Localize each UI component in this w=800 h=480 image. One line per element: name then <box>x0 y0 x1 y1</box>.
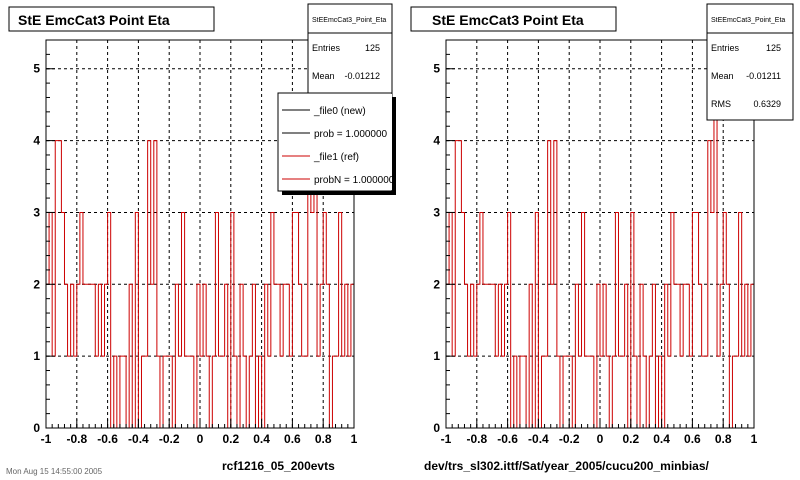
y-tick-label: 3 <box>33 205 40 219</box>
panel-left: StE EmcCat3 Point Eta -1 -0.8 -0.6 -0.4 -0.2… <box>8 3 396 473</box>
stats-rms-label: RMS <box>711 99 731 109</box>
stats-entries-label: Entries <box>711 43 740 53</box>
stats-frame <box>307 3 393 105</box>
y-tick-label: 0 <box>433 421 440 435</box>
stats-entries-value: 125 <box>365 43 380 53</box>
y-tick-label: 2 <box>33 277 40 291</box>
x-tick-label: -1 <box>41 432 52 446</box>
stats-mean-label: Mean <box>312 71 335 81</box>
x-tick-label: 1 <box>351 432 358 446</box>
legend-entry: _file1 (ref) <box>282 152 359 163</box>
x-tick-label: 0.4 <box>653 432 670 446</box>
legend-entry: probN = 1.000000 <box>282 175 395 186</box>
stats-name: StEEmcCat3_Point_Eta <box>711 17 785 24</box>
y-tick-label: 5 <box>433 62 440 76</box>
footer-timestamp: Mon Aug 15 14:55:00 2005 <box>6 467 103 476</box>
y-tick-label: 0 <box>33 421 40 435</box>
y-tick-label: 3 <box>433 205 440 219</box>
x-tick-label: 0.8 <box>315 432 332 446</box>
y-tick-label: 1 <box>433 349 440 363</box>
x-tick-label: 0.6 <box>684 432 701 446</box>
stats-mean-value: -0.01211 <box>746 71 781 81</box>
x-tick-label: 0.8 <box>715 432 732 446</box>
legend-entry: prob = 1.000000 <box>282 129 388 140</box>
y-tick-label: 2 <box>433 277 440 291</box>
chart-title-box <box>410 6 617 32</box>
x-tick-label: -0.2 <box>559 432 580 446</box>
histogram-series <box>46 68 354 429</box>
stats-name: StEEmcCat3_Point_Eta <box>312 17 386 24</box>
stats-frame <box>706 3 794 121</box>
y-tick-label: 4 <box>33 134 40 148</box>
x-tick-label: -0.2 <box>159 432 180 446</box>
stats-box: StEEmcCat3_Point_Eta Entries 125 Mean -0… <box>706 3 794 121</box>
plot-area: -1 -0.8 -0.6 -0.4 -0.2 0 0.2 0.4 0.6 0.8 1 0 1 2 3 4 5 <box>33 39 358 446</box>
x-tick-label: 0.2 <box>622 432 639 446</box>
x-tick-label: 0.4 <box>253 432 270 446</box>
stats-mean-label: Mean <box>711 71 734 81</box>
panel-right: StE EmcCat3 Point Eta -1 -0.8 -0.6 -0.4 -0.2… <box>410 3 794 473</box>
plot-area: -1 -0.8 -0.6 -0.4 -0.2 0 0.2 0.4 0.6 0.8 1 0 1 2 3 4 5 <box>433 39 758 446</box>
y-tick-label: 4 <box>433 134 440 148</box>
stats-mean-value: -0.01212 <box>344 71 380 81</box>
histogram-series <box>446 68 754 429</box>
x-tick-label: -0.8 <box>466 432 487 446</box>
y-tick-label: 1 <box>33 349 40 363</box>
x-tick-label: 0.2 <box>222 432 239 446</box>
stats-box: StEEmcCat3_Point_Eta Entries 125 Mean -0… <box>307 3 393 105</box>
y-tick-label: 5 <box>33 62 40 76</box>
caption: rcf1216_05_200evts <box>222 459 335 473</box>
caption: dev/trs_sl302.ittf/Sat/year_2005/cucu200… <box>424 459 709 473</box>
chart-title: StE EmcCat3 Point Eta <box>432 12 584 28</box>
legend: _file0 (new) prob = 1.000000 _file1 (ref… <box>277 92 396 195</box>
chart-title: StE EmcCat3 Point Eta <box>18 12 170 28</box>
x-tick-label: -0.6 <box>97 432 118 446</box>
x-tick-label: -0.4 <box>128 432 149 446</box>
x-tick-label: -0.4 <box>528 432 549 446</box>
stats-entries-value: 125 <box>766 43 781 53</box>
stats-rms-value: 0.6329 <box>753 99 781 109</box>
legend-label: probN = 1.000000 <box>314 175 395 186</box>
x-tick-label: -0.8 <box>66 432 87 446</box>
legend-label: _file0 (new) <box>313 106 366 117</box>
x-tick-label: 1 <box>751 432 758 446</box>
x-tick-label: 0 <box>197 432 204 446</box>
x-tick-label: -1 <box>441 432 452 446</box>
x-tick-label: 0.6 <box>284 432 301 446</box>
x-tick-label: -0.6 <box>497 432 518 446</box>
legend-entry: _file0 (new) <box>282 106 366 117</box>
legend-label: prob = 1.000000 <box>314 129 388 140</box>
legend-label: _file1 (ref) <box>313 152 359 163</box>
stats-entries-label: Entries <box>312 43 341 53</box>
chart-title-box <box>8 6 215 32</box>
x-tick-label: 0 <box>597 432 604 446</box>
